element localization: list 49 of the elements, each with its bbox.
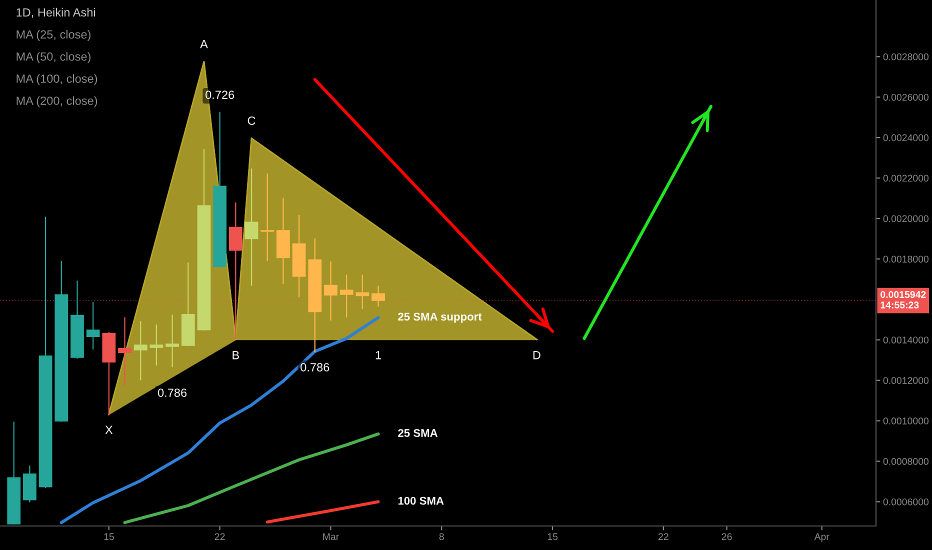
y-tick-label: 0.0020000 (883, 215, 929, 222)
candlestick (372, 286, 385, 307)
candlestick (228, 202, 242, 339)
x-tick-label: Mar (323, 533, 339, 540)
annotation: 1 (376, 351, 381, 360)
candlestick (340, 274, 354, 318)
annotation: 100 SMA (398, 496, 444, 505)
x-tick-label: Apr (814, 533, 830, 542)
y-tick-label: 0.0024000 (883, 134, 929, 142)
annotation: 0.786 (158, 388, 187, 397)
annotation: D (533, 351, 540, 360)
y-tick-label: 0.0010000 (883, 418, 929, 424)
x-tick-label: 8 (439, 533, 444, 540)
y-tick-label: 0.0028000 (883, 53, 929, 60)
candlestick (166, 314, 179, 368)
y-tick-label: 0.0008000 (883, 458, 929, 465)
candlestick (118, 317, 132, 386)
candlestick (324, 261, 338, 321)
x-tick-label: 22 (214, 533, 225, 540)
text: 1D, Heikin Ashi (16, 8, 96, 18)
y-tick-label: 0.0026000 (883, 94, 929, 101)
candlestick (356, 274, 370, 310)
annotation: MA (200, close) (16, 96, 98, 108)
annotation: B (232, 351, 239, 360)
candlestick (86, 302, 100, 350)
y-tick-label: 0.0006000 (883, 498, 929, 506)
x-tick-label: 15 (548, 533, 558, 540)
y-tick-label: 0.0014000 (883, 336, 929, 344)
ref-line-label: 0.0015942 14:55:23 (880, 291, 926, 308)
y-tick-label: 0.0018000 (883, 256, 929, 263)
annotation: 25 SMA support (398, 312, 482, 323)
annotation: 25 SMA (398, 429, 438, 437)
candlestick (260, 173, 274, 261)
y-tick-label: 0.0022000 (883, 174, 929, 182)
annotation: X (105, 426, 113, 434)
x-tick-label: 15 (104, 533, 114, 540)
x-tick-label: 26 (722, 533, 732, 540)
annotation: MA (100, close) (16, 74, 98, 86)
annotation: 0.786 (300, 363, 330, 372)
annotation: MA (50, close) (16, 52, 90, 64)
y-tick-label: 0.0012000 (883, 377, 929, 384)
annotation: 0.726 (206, 90, 234, 99)
annotation: A (200, 40, 208, 48)
candlestick (244, 168, 258, 286)
candlestick (134, 321, 148, 380)
annotation: C (248, 116, 256, 125)
annotation: MA (25, close) (16, 30, 90, 41)
x-tick-label: 22 (658, 533, 668, 540)
candlestick (150, 324, 164, 366)
